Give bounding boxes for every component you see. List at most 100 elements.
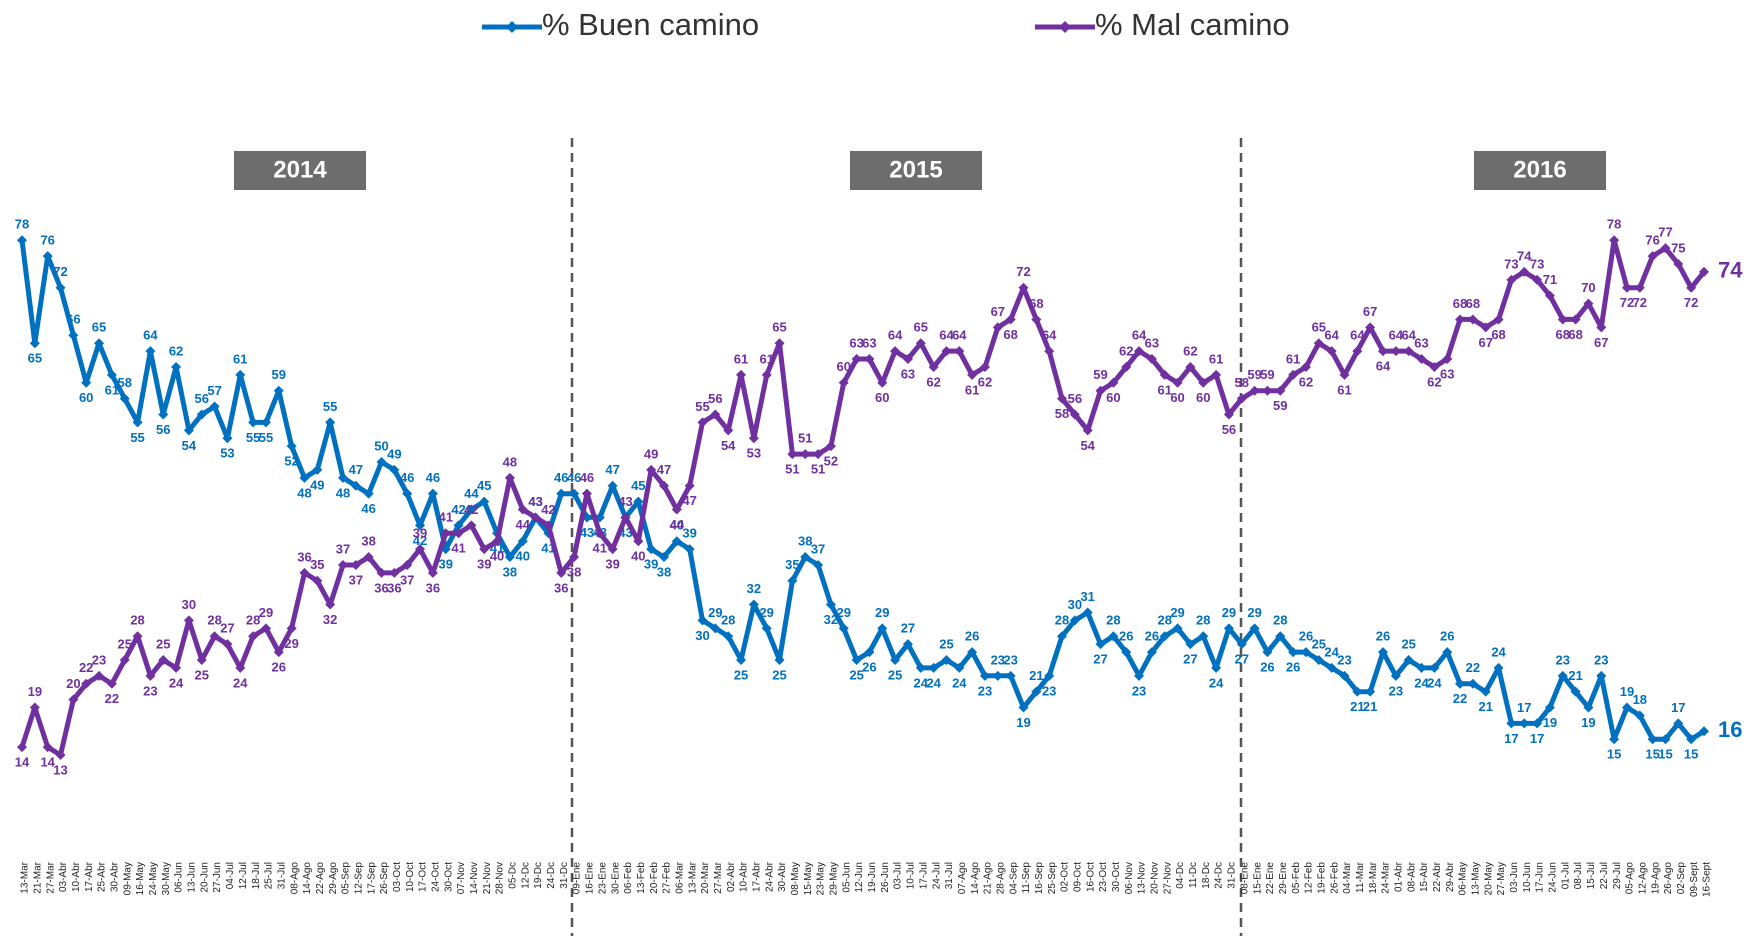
marker xyxy=(119,655,130,665)
marker xyxy=(145,670,156,681)
marker xyxy=(1596,322,1607,333)
marker xyxy=(646,464,657,475)
marker xyxy=(1570,686,1581,697)
x-tick-label: 13-Nov xyxy=(1137,862,1148,894)
marker xyxy=(440,528,451,539)
marker xyxy=(1069,615,1080,626)
marker xyxy=(890,346,901,357)
x-tick-label: 05-Feb xyxy=(1291,862,1302,894)
value-label: 23 xyxy=(1337,652,1351,667)
marker xyxy=(466,520,477,531)
marker xyxy=(209,401,220,412)
value-label: 64 xyxy=(1376,359,1391,374)
marker xyxy=(671,504,682,515)
value-label: 51 xyxy=(811,462,825,477)
value-label: 24 xyxy=(1209,675,1224,690)
marker xyxy=(427,488,438,499)
marker xyxy=(94,338,105,349)
marker xyxy=(1609,235,1620,246)
marker xyxy=(1480,322,1491,333)
marker xyxy=(530,512,541,523)
value-label: 64 xyxy=(1324,328,1339,343)
marker xyxy=(736,655,747,665)
x-tick-label: 23-Ene xyxy=(597,862,608,895)
value-label: 63 xyxy=(1414,335,1428,350)
x-tick-label: 24-Mar xyxy=(1381,861,1392,893)
x-tick-label: 02-Oct xyxy=(1060,862,1071,892)
x-tick-label: 06-Nov xyxy=(1124,862,1135,894)
x-tick-label: 24-Abr xyxy=(764,861,775,892)
x-tick-label: 07-Ago xyxy=(957,862,968,895)
year-boxes: 2014 2015 2016 xyxy=(234,151,1606,190)
marker xyxy=(992,322,1003,333)
x-tick-label: 27-Mar xyxy=(45,861,56,893)
marker xyxy=(1647,251,1658,262)
marker xyxy=(158,409,169,420)
value-label: 28 xyxy=(1196,613,1210,628)
marker xyxy=(1596,670,1607,681)
marker xyxy=(684,480,695,491)
x-tick-label: 17-Oct xyxy=(418,862,429,892)
marker xyxy=(1365,322,1376,333)
marker xyxy=(132,631,143,642)
marker xyxy=(1583,298,1594,309)
marker xyxy=(196,409,207,420)
marker xyxy=(389,464,400,475)
x-tick-label: 18-Jul xyxy=(251,862,262,889)
value-label: 38 xyxy=(361,533,375,548)
marker xyxy=(1544,702,1555,713)
marker xyxy=(29,338,40,349)
x-tick-label: 28-Nov xyxy=(495,862,506,894)
marker xyxy=(402,559,413,570)
x-tick-label: 31-Jul xyxy=(944,862,955,889)
value-label: 37 xyxy=(400,572,414,587)
value-label: 31 xyxy=(1080,589,1094,604)
year-separators xyxy=(570,138,1243,936)
x-tick-label: 29-Ago xyxy=(328,862,339,895)
value-label: 27 xyxy=(1093,652,1107,667)
x-tick-label: 29-May xyxy=(829,862,840,895)
marker xyxy=(55,750,66,761)
value-label: 26 xyxy=(1299,629,1313,644)
value-label: 61 xyxy=(105,382,119,397)
marker xyxy=(1185,639,1196,650)
value-label: 68 xyxy=(1453,296,1467,311)
marker xyxy=(941,655,952,665)
marker xyxy=(556,488,567,499)
marker xyxy=(1686,282,1697,293)
value-label: 26 xyxy=(1440,629,1454,644)
marker xyxy=(1686,734,1697,745)
marker xyxy=(646,544,657,555)
value-label: 38 xyxy=(798,533,812,548)
marker xyxy=(402,488,413,499)
marker xyxy=(183,425,194,436)
value-label: 28 xyxy=(1157,613,1171,628)
marker xyxy=(376,567,387,578)
value-label: 62 xyxy=(1119,343,1133,358)
value-label: 28 xyxy=(1106,613,1120,628)
value-label: 52 xyxy=(284,454,298,469)
value-label: 24 xyxy=(926,675,941,690)
x-tick-label: 12-Dc xyxy=(520,862,531,889)
series: 7865767266606561585564566254565753615555… xyxy=(15,217,1743,762)
marker xyxy=(761,623,772,634)
marker xyxy=(1519,266,1530,277)
value-label: 61 xyxy=(1286,351,1300,366)
x-tick-label: 01-Jul xyxy=(1560,862,1571,889)
marker xyxy=(376,457,387,467)
marker xyxy=(890,655,901,665)
value-label: 43 xyxy=(618,494,632,509)
x-tick-label: 19-Jun xyxy=(867,862,878,893)
marker xyxy=(132,417,143,428)
value-label: 41 xyxy=(451,541,465,556)
marker xyxy=(1288,369,1299,380)
x-tick-label: 11-Mar xyxy=(1355,861,1366,893)
value-label: 76 xyxy=(1645,233,1659,248)
value-label: 53 xyxy=(747,446,761,461)
value-label: 65 xyxy=(28,351,42,366)
value-label: 21 xyxy=(1363,699,1377,714)
value-label: 41 xyxy=(438,510,452,525)
x-tick-label: 26-Jun xyxy=(880,862,891,893)
marker xyxy=(569,552,580,563)
value-label: 65 xyxy=(92,320,106,335)
